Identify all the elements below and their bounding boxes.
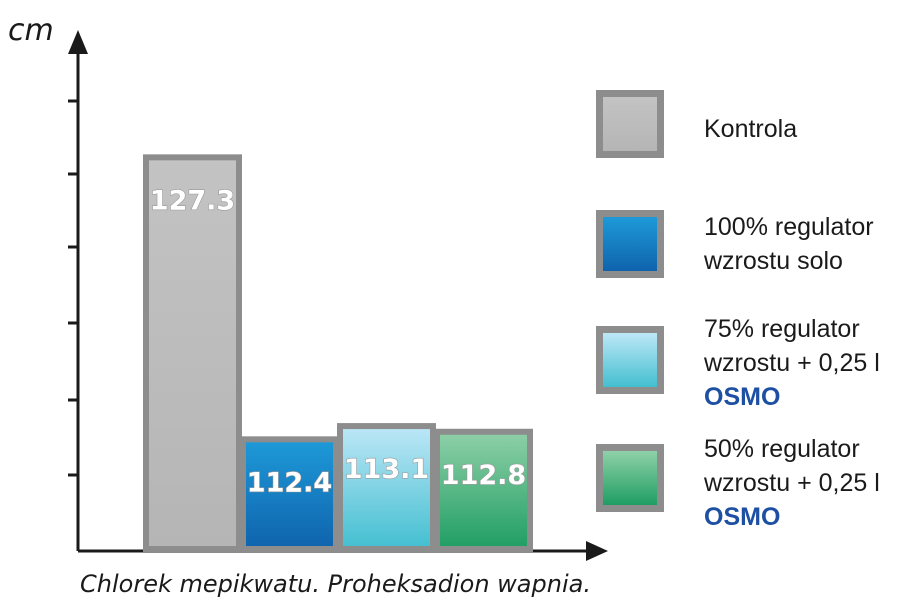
bar-3 <box>337 423 436 553</box>
bar-4 <box>434 428 533 552</box>
bars-group: 127.3 112.4 113.1 112.8 <box>143 154 533 553</box>
legend-swatch-100 <box>596 210 664 278</box>
data-label-4: 112.8 <box>441 460 526 491</box>
bar-2 <box>240 436 339 552</box>
legend-brand-osmo: OSMO <box>704 383 781 411</box>
legend-brand-osmo: OSMO <box>704 503 781 531</box>
legend-swatch-75 <box>596 326 664 394</box>
data-label-1: 127.3 <box>150 185 235 216</box>
legend-line2: wzrostu + 0,25 l <box>704 469 880 497</box>
legend-line1: Kontrola <box>704 115 798 143</box>
legend-line1: 50% regulator <box>704 435 860 463</box>
legend-swatch-50 <box>596 444 664 512</box>
legend-label-kontrola: Kontrola <box>704 112 797 146</box>
y-axis-arrow <box>68 30 88 54</box>
x-axis-label: Chlorek mepikwatu. Proheksadion wapnia. <box>80 570 591 598</box>
y-axis-label: cm <box>8 13 54 48</box>
bar-1 <box>143 154 242 553</box>
legend-swatch-kontrola <box>596 90 664 158</box>
x-axis-arrow <box>586 541 608 561</box>
legend-line1: 100% regulator <box>704 213 874 241</box>
data-label-2: 112.4 <box>247 467 332 498</box>
legend-label-75: 75% regulator wzrostu + 0,25 l OSMO <box>704 312 880 414</box>
legend-label-100: 100% regulator wzrostu solo <box>704 210 874 278</box>
legend-line2: wzrostu solo <box>704 247 843 275</box>
legend-line1: 75% regulator <box>704 315 860 343</box>
legend-line2: wzrostu + 0,25 l <box>704 349 880 377</box>
legend-label-50: 50% regulator wzrostu + 0,25 l OSMO <box>704 432 880 534</box>
data-label-3: 113.1 <box>344 454 429 485</box>
